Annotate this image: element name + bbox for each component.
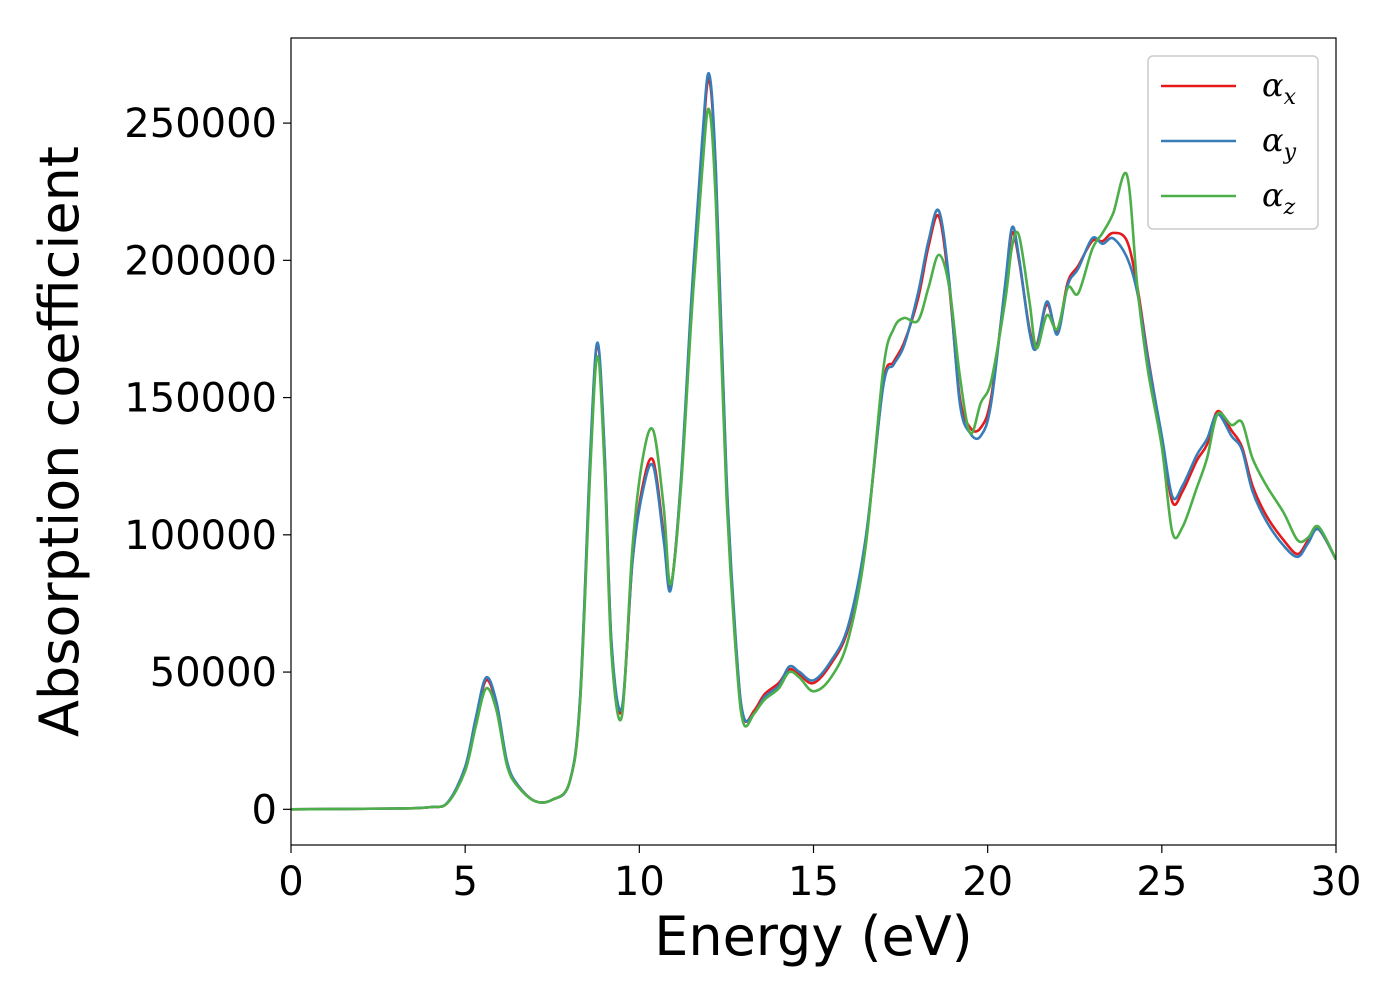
y-tick-label: 50000 xyxy=(150,650,277,696)
legend: αx αy αz xyxy=(1147,55,1319,230)
x-tick-label: 10 xyxy=(614,859,665,905)
legend-box xyxy=(1147,55,1319,230)
y-tick-label: 150000 xyxy=(124,376,277,422)
x-tick-label: 20 xyxy=(962,859,1013,905)
legend-label: αy xyxy=(1262,121,1297,165)
x-tick-label: 25 xyxy=(1136,859,1187,905)
x-axis-ticks: 0 5 10 15 20 25 30 xyxy=(278,845,1361,905)
x-tick-label: 0 xyxy=(278,859,303,905)
x-tick-label: 5 xyxy=(452,859,477,905)
y-tick-label: 100000 xyxy=(124,513,277,559)
legend-label: αx xyxy=(1262,66,1297,110)
y-tick-label: 200000 xyxy=(124,238,277,284)
y-tick-label: 0 xyxy=(252,787,277,833)
y-axis-ticks: 0 50000 100000 150000 200000 250000 xyxy=(124,101,291,833)
y-tick-label: 250000 xyxy=(124,101,277,147)
series-layer xyxy=(291,72,1336,811)
x-tick-label: 30 xyxy=(1311,859,1362,905)
legend-label: αz xyxy=(1262,176,1296,220)
y-axis-label: Absorption coefficient xyxy=(28,146,91,737)
x-tick-label: 15 xyxy=(788,859,839,905)
x-axis-label: Energy (eV) xyxy=(654,905,973,968)
series-line-z xyxy=(291,107,1336,811)
